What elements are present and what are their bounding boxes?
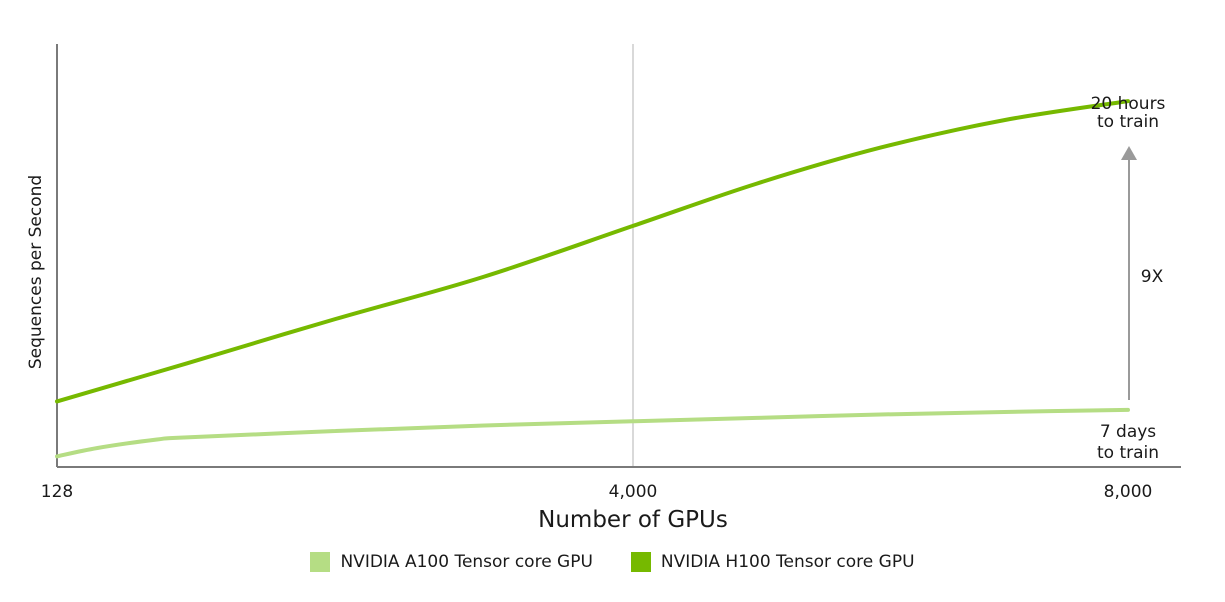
x-tick-label: 8,000 (1104, 482, 1153, 502)
a100-annotation-line2: to train (1097, 443, 1159, 463)
legend-label-h100: NVIDIA H100 Tensor core GPU (660, 552, 915, 572)
legend: NVIDIA A100 Tensor core GPU NVIDIA H100 … (0, 552, 1225, 572)
series-line-h100 (55, 99, 1130, 404)
h100-annotation-line1: 20 hours (1091, 94, 1166, 114)
ratio-arrow-head (1121, 146, 1137, 160)
legend-swatch-a100 (310, 552, 331, 572)
legend-item-h100: NVIDIA H100 Tensor core GPU (630, 552, 915, 572)
legend-item-a100: NVIDIA A100 Tensor core GPU (310, 552, 593, 572)
x-axis-title: Number of GPUs (538, 507, 728, 533)
a100-annotation-line1: 7 days (1100, 422, 1156, 442)
legend-label-a100: NVIDIA A100 Tensor core GPU (340, 552, 593, 572)
h100-annotation-line2: to train (1097, 112, 1159, 132)
y-axis-title: Sequences per Second (26, 175, 46, 369)
legend-swatch-h100 (630, 552, 651, 572)
x-tick-label: 128 (41, 482, 73, 502)
ratio-label: 9X (1141, 267, 1164, 287)
series-line-a100 (55, 407, 1130, 459)
x-tick-label: 4,000 (609, 482, 658, 502)
